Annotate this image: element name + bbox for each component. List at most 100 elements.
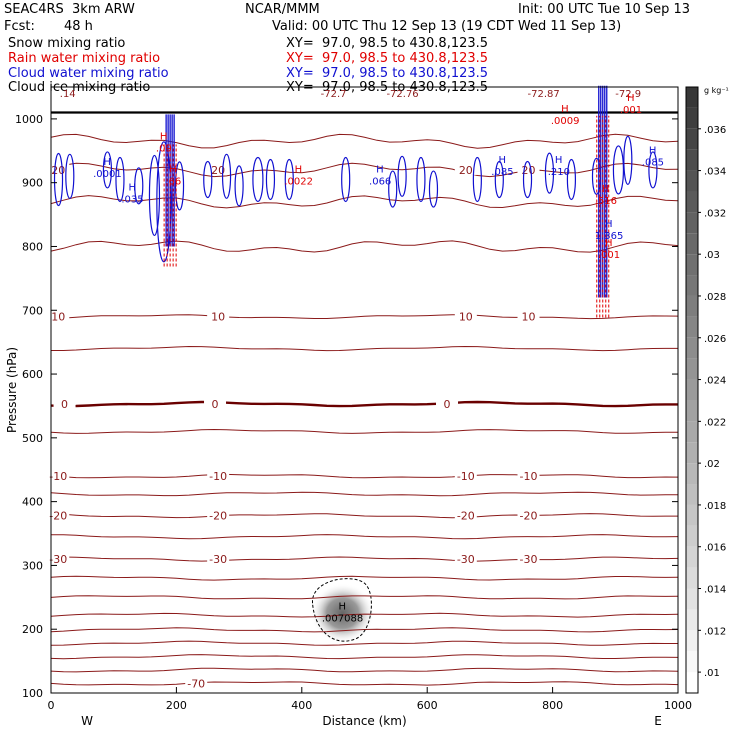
max-h-marker: H [627,93,635,104]
legend-cloud-water: Cloud water mixing ratio [8,66,169,81]
top-label-0: .14 [60,89,76,100]
y-tick-label: 300 [22,559,43,572]
colorbar-segment [686,358,698,380]
colorbar-segment [686,421,698,443]
colorbar-segment [686,254,698,276]
colorbar-tick-label: .026 [704,334,726,345]
y-axis-label: Pressure (hPa) [5,347,19,433]
x-tick-label: 800 [542,699,563,712]
colorbar-tick-label: .024 [704,376,726,387]
colorbar-tick-label: .012 [704,626,726,637]
max-value-label: .516 [595,196,617,207]
isotherm-10 [50,513,678,519]
max-value-label: .035 [121,195,143,206]
colorbar-tick-label: .02 [704,459,720,470]
isotherm-label: -70 [187,677,205,690]
legend-rain: Rain water mixing ratio [8,51,161,66]
isotherm-label: -30 [209,553,227,566]
colorbar-frame [685,86,699,694]
colorbar-segment [686,212,698,234]
colorbar-segment [686,275,698,296]
cloud-water-contour-21 [522,160,533,199]
y-tick-label: 1000 [15,113,43,126]
colorbar-segment [686,337,698,359]
max-value-label: .0001 [93,169,122,180]
cloud-water-contour-25 [612,145,625,195]
isotherm-13 [50,428,679,434]
isotherm-label: 10 [522,311,536,324]
colorbar-unit: g kg⁻¹ [704,86,729,95]
max-h-marker: H [376,165,384,176]
colorbar-segment [686,295,698,317]
top-label-3: -72.87 [528,89,560,100]
colorbar-segment [686,87,698,108]
max-h-marker: H [605,238,613,249]
y-tick-label: 400 [22,496,43,509]
fcst-label: Fcst: [4,19,35,34]
cloud-water-contour-3 [115,156,125,203]
snow-contour [312,578,372,642]
max-h-marker: H [605,219,613,230]
isotherm-label: 10 [459,311,473,324]
valid-time: Valid: 00 UTC Thu 12 Sep 13 (19 CDT Wed … [272,19,622,34]
max-value-label: 1.365 [595,231,624,242]
isotherm-label: -10 [520,470,538,483]
cloud-water-contour-13 [284,158,294,201]
x-axis-label: Distance (km) [322,714,406,728]
colorbar-tick-label: .01 [704,668,720,679]
isotherm-label: 20 [459,164,473,177]
snow-shading [310,583,375,644]
x-end-left: W [81,714,93,728]
colorbar-tick-label: .018 [704,501,726,512]
max-h-marker: H [129,183,137,194]
isotherm-label: -10 [49,470,67,483]
cloud-water-contour-4 [134,167,144,205]
isotherm-label: 10 [211,311,225,324]
y-tick-label: 900 [22,177,43,190]
y-tick-label: 600 [22,368,43,381]
colorbar-segment [686,233,698,255]
cloud-water-contour-12 [265,158,276,201]
colorbar-tick-label: .028 [704,292,726,303]
isotherm-18 [50,195,679,209]
cloud-water-contour-16 [397,155,407,197]
isotherm-17 [50,240,679,253]
max-value-label: .001 [620,105,642,116]
max-value-label: .210 [548,167,570,178]
cloud-water-contour-23 [566,158,577,201]
colorbar-segment [686,525,698,547]
plot-frame [50,86,679,694]
max-h-marker: H [295,165,303,176]
legend-snow: Snow mixing ratio [8,36,126,51]
legend-rain-xy: XY= 97.0, 98.5 to 430.8,123.5 [286,51,489,66]
legend-cloud-water-xy: XY= 97.0, 98.5 to 430.8,123.5 [286,66,489,81]
max-value-label: .085 [491,167,513,178]
isotherm-label: -30 [457,553,475,566]
max-h-marker: H [160,132,168,143]
x-tick-label: 0 [48,699,55,712]
colorbar-tick-label: .016 [704,543,726,554]
max-h-marker: H [602,184,610,195]
colorbar-segment [686,400,698,422]
cloud-water-contour-2 [102,151,113,189]
colorbar-segment [686,630,698,652]
center-name: NCAR/MMM [245,2,320,17]
isotherm-20 [50,133,679,149]
isotherm-label: 10 [51,311,65,324]
x-tick-label: 400 [291,699,312,712]
cloud-water-contour-17 [416,156,426,203]
cloud-water-contour-26 [623,135,633,185]
isotherm-1 [50,667,679,673]
legend-snow-xy: XY= 97.0, 98.5 to 430.8,123.5 [286,36,489,51]
isotherm-label: 0 [61,398,68,411]
colorbar-tick-label: .014 [704,585,726,596]
isotherm-label: -10 [457,470,475,483]
cloud-water-contour-20 [494,160,504,199]
isotherm-label: 0 [212,398,219,411]
isotherm-11 [50,491,678,497]
isotherm-label: -20 [49,510,67,523]
y-tick-label: 200 [22,623,43,636]
colorbar-tick-label: .022 [704,417,726,428]
isotherm-label: -20 [457,510,475,523]
colorbar-tick-label: .032 [704,208,726,219]
